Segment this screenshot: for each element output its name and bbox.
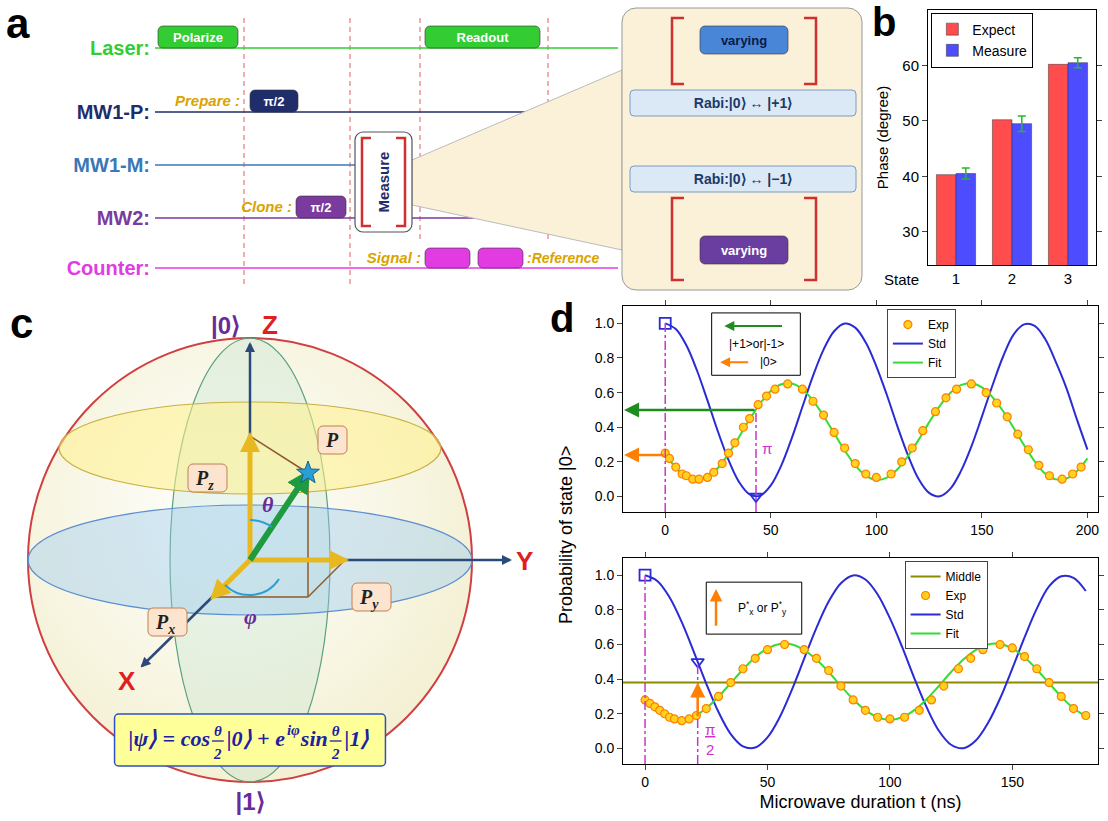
svg-text:Rabi:|0⟩ ↔ |−1⟩: Rabi:|0⟩ ↔ |−1⟩ [694, 171, 792, 187]
svg-text:2: 2 [213, 746, 222, 762]
svg-text:0.0: 0.0 [595, 488, 615, 504]
svg-text:Rabi:|0⟩ ↔ |+1⟩: Rabi:|0⟩ ↔ |+1⟩ [694, 95, 792, 111]
svg-text:P: P [325, 429, 339, 451]
svg-text:|0⟩: |0⟩ [211, 312, 240, 339]
svg-text:50: 50 [763, 522, 779, 538]
svg-text:θ: θ [332, 723, 340, 739]
svg-text:φ: φ [244, 604, 257, 629]
svg-text:0.6: 0.6 [595, 385, 615, 401]
svg-text:Y: Y [516, 546, 533, 576]
svg-text:|0>: |0> [760, 355, 777, 369]
svg-text:0.0: 0.0 [595, 740, 615, 756]
svg-text:Fit: Fit [928, 356, 942, 370]
svg-text:MW1-M:: MW1-M: [73, 154, 150, 176]
svg-text:|0⟩ + e: |0⟩ + e [227, 726, 285, 751]
svg-text:π/2: π/2 [264, 94, 285, 109]
svg-text:1: 1 [952, 270, 960, 287]
svg-text:Phase (degree): Phase (degree) [874, 86, 891, 189]
svg-text:P​*​​x​ or P​*​​y​: P​*​​x​ or P​*​​y​ [738, 599, 787, 617]
html-text:b: b [872, 0, 897, 44]
svg-text:1.0: 1.0 [595, 315, 615, 331]
svg-text:Z: Z [262, 310, 278, 340]
svg-text:sin: sin [300, 726, 328, 751]
svg-text:Measure: Measure [972, 43, 1027, 59]
svg-text:Readout: Readout [457, 30, 510, 45]
svg-text:|ψ⟩ = cos: |ψ⟩ = cos [129, 726, 210, 751]
svg-text:0.4: 0.4 [595, 419, 615, 435]
svg-text::Reference: :Reference [527, 250, 600, 266]
svg-text:Pz: Pz [195, 467, 214, 493]
svg-text:c: c [10, 300, 33, 347]
svg-text:MW2:: MW2: [97, 207, 150, 229]
svg-text:150: 150 [1001, 774, 1025, 790]
svg-text:θ: θ [262, 492, 274, 517]
svg-text:Microwave duration t (ns): Microwave duration t (ns) [759, 792, 961, 812]
svg-text:0: 0 [661, 522, 669, 538]
svg-text:0.8: 0.8 [595, 350, 615, 366]
svg-text:Clone :: Clone : [241, 198, 292, 215]
svg-text:varying: varying [721, 33, 767, 48]
svg-text:30: 30 [902, 223, 919, 240]
svg-text:150: 150 [970, 522, 994, 538]
svg-text:a: a [6, 0, 30, 47]
svg-text:50: 50 [760, 774, 776, 790]
svg-text:100: 100 [865, 522, 889, 538]
svg-text:2: 2 [1008, 270, 1016, 287]
svg-text:MW1-P:: MW1-P: [77, 101, 150, 123]
svg-text:2: 2 [331, 746, 340, 762]
svg-text:π2: π2 [705, 721, 715, 758]
svg-text:varying: varying [721, 243, 767, 258]
svg-text:State: State [884, 271, 919, 288]
html-text:d: d [550, 296, 575, 340]
svg-text:Measure: Measure [375, 152, 392, 213]
svg-text:θ: θ [214, 723, 222, 739]
svg-text:Prepare :: Prepare : [175, 92, 240, 109]
svg-text:iφ: iφ [287, 722, 300, 738]
svg-text:Laser:: Laser: [90, 37, 150, 59]
svg-text:Middle: Middle [946, 570, 982, 584]
svg-text:100: 100 [878, 774, 902, 790]
svg-text:Signal :: Signal : [367, 249, 421, 266]
svg-text:Probability of state |0>: Probability of state |0> [556, 446, 576, 624]
svg-text:|1⟩: |1⟩ [235, 788, 264, 815]
svg-text:Std: Std [946, 608, 964, 622]
svg-text:0.2: 0.2 [595, 706, 615, 722]
svg-text:|+1>or|-1>: |+1>or|-1> [729, 337, 784, 351]
svg-text:3: 3 [1064, 270, 1072, 287]
svg-text:50: 50 [902, 112, 919, 129]
svg-text:40: 40 [902, 168, 919, 185]
svg-text:0: 0 [641, 774, 649, 790]
svg-text:60: 60 [902, 57, 919, 74]
svg-text:Exp: Exp [928, 318, 949, 332]
svg-text:0.4: 0.4 [595, 671, 615, 687]
svg-text:Std: Std [928, 337, 946, 351]
svg-text:0.8: 0.8 [595, 602, 615, 618]
svg-text:Fit: Fit [946, 627, 960, 641]
svg-text:Px: Px [155, 611, 175, 637]
svg-text:π: π [762, 440, 772, 457]
svg-text:Expect: Expect [972, 22, 1015, 38]
svg-text:200: 200 [1076, 522, 1100, 538]
svg-text:|1⟩: |1⟩ [345, 726, 370, 751]
svg-text:π/2: π/2 [311, 200, 332, 215]
svg-text:Polarize: Polarize [173, 30, 223, 45]
svg-text:Py: Py [359, 586, 379, 612]
svg-text:1.0: 1.0 [595, 567, 615, 583]
svg-text:Exp: Exp [946, 589, 967, 603]
svg-text:0.2: 0.2 [595, 454, 615, 470]
svg-text:0.6: 0.6 [595, 636, 615, 652]
svg-text:Counter:: Counter: [67, 257, 150, 279]
svg-text:X: X [118, 666, 136, 696]
